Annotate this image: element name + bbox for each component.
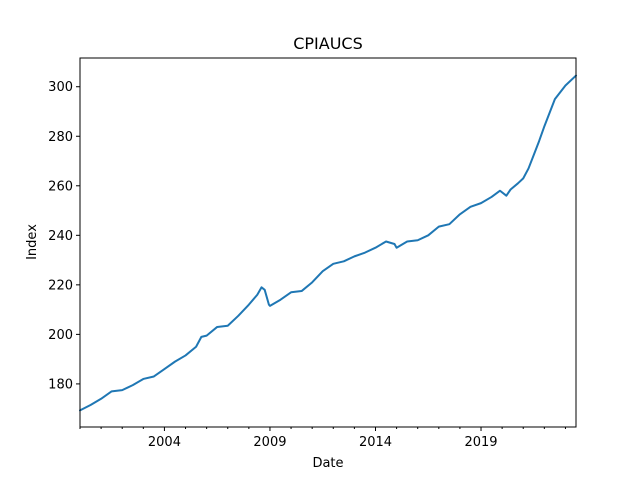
- y-tick-label: 200: [48, 328, 73, 343]
- y-axis-ticks: 180 200 220 240 260 280 300: [48, 80, 80, 392]
- y-tick-label: 240: [48, 229, 73, 244]
- y-tick-label: 220: [48, 278, 73, 293]
- x-tick-label: 2009: [253, 435, 286, 450]
- y-tick-label: 300: [48, 80, 73, 95]
- x-tick-label: 2004: [148, 435, 181, 450]
- series-line: [79, 74, 577, 412]
- plot-frame: [79, 57, 577, 428]
- y-tick-label: 180: [48, 377, 73, 392]
- chart-title: CPIAUCS: [293, 34, 363, 53]
- y-tick-label: 260: [48, 179, 73, 194]
- x-tick-label: 2014: [359, 435, 392, 450]
- x-tick-label: 2019: [464, 435, 497, 450]
- y-axis-label: Index: [25, 224, 40, 260]
- x-axis-label: Date: [312, 456, 343, 471]
- y-tick-label: 280: [48, 130, 73, 145]
- x-axis-ticks: 2004 2009 2014 2019: [79, 427, 566, 450]
